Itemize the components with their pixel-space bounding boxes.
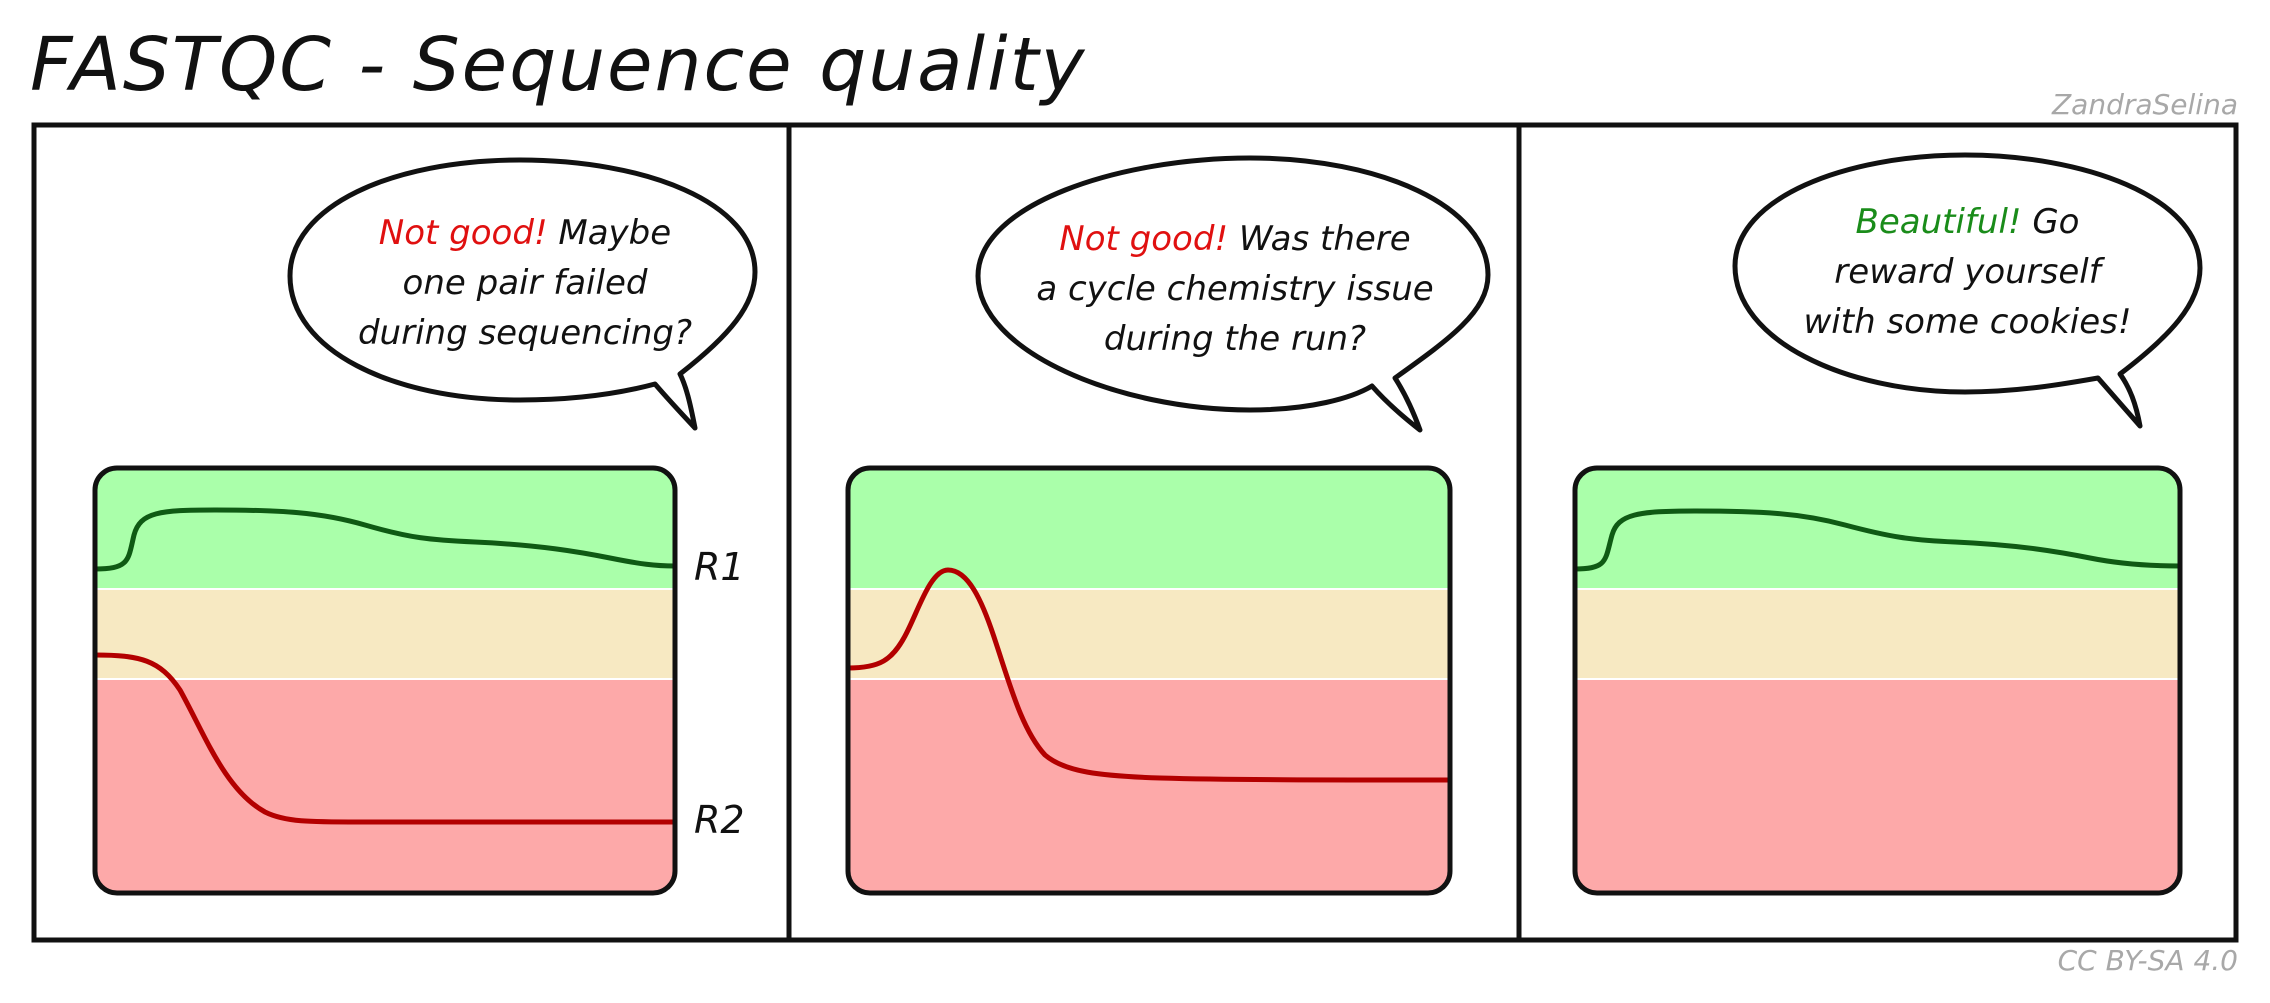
- speech-line: reward yourself: [1834, 252, 2101, 292]
- speech-line: Go: [2021, 202, 2080, 242]
- speech-line: one pair failed: [402, 263, 648, 303]
- speech-highlight: Not good!: [1059, 219, 1229, 259]
- good-zone: [1575, 468, 2180, 589]
- speech-line: Maybe: [547, 213, 672, 253]
- chart-border-1: [92, 465, 678, 896]
- r1-label: R1: [694, 545, 745, 589]
- speech-bubble-2: [975, 155, 1491, 433]
- speech-line: a cycle chemistry issue: [1036, 269, 1434, 309]
- fail-zone: [95, 679, 675, 893]
- r2-quality-line: [95, 652, 675, 825]
- speech-text-2: Not good! Was there a cycle chemistry is…: [1000, 214, 1470, 364]
- quality-chart-3: [1575, 468, 2180, 893]
- good-zone: [848, 468, 1450, 589]
- quality-chart-2: [848, 468, 1450, 893]
- chart-border-2: [845, 465, 1453, 896]
- speech-line: with some cookies!: [1803, 302, 2132, 342]
- warning-zone: [95, 589, 675, 679]
- speech-text-1: Not good! Maybe one pair failed during s…: [330, 208, 720, 358]
- warning-zone: [1575, 589, 2180, 679]
- license-credit: CC BY-SA 4.0: [2057, 944, 2238, 977]
- speech-line: Was there: [1228, 219, 1411, 259]
- chart-border-3: [1572, 465, 2183, 896]
- r2-label: R2: [694, 798, 745, 842]
- speech-text-3: Beautiful! Go reward yourself with some …: [1765, 197, 2170, 347]
- speech-line: during sequencing?: [357, 313, 693, 353]
- comic-title: FASTQC - Sequence quality: [30, 22, 1087, 108]
- comic-frame: [31, 122, 2239, 943]
- author-credit: ZandraSelina: [2052, 88, 2238, 121]
- quality-line: [848, 567, 1450, 783]
- warning-zone: [848, 589, 1450, 679]
- speech-highlight: Not good!: [378, 213, 548, 253]
- speech-line: during the run?: [1103, 319, 1367, 359]
- speech-bubble-1: [287, 157, 758, 431]
- speech-bubble-3: [1732, 152, 2203, 429]
- quality-chart-1: [95, 468, 675, 893]
- r1-quality-line: [95, 507, 675, 572]
- fail-zone: [848, 679, 1450, 893]
- speech-highlight: Beautiful!: [1855, 202, 2022, 242]
- fail-zone: [1575, 679, 2180, 893]
- quality-line: [1575, 508, 2180, 572]
